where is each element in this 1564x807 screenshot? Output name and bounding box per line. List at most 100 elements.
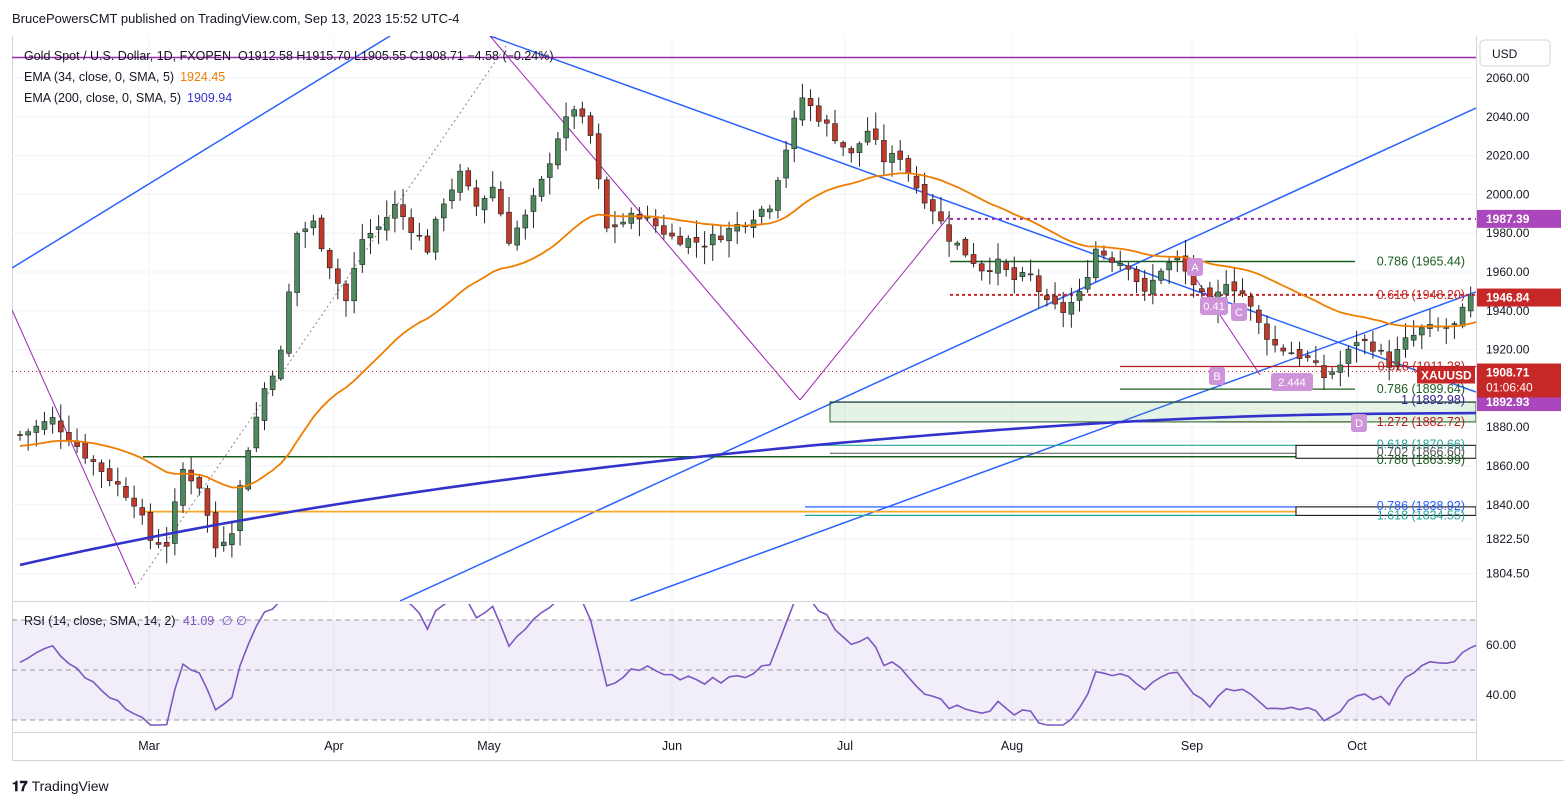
ohlc-readout: O1912.58 H1915.70 L1905.55 C1908.71 −4.5… xyxy=(237,49,554,63)
candle-body xyxy=(172,501,178,544)
ema200-line xyxy=(19,411,1476,567)
candle-body xyxy=(1542,246,1547,249)
candle-body xyxy=(82,442,88,459)
candle-body xyxy=(1533,253,1538,265)
fib-label: 0.786 (1899.64) xyxy=(1377,382,1465,396)
x-tick: Apr xyxy=(324,739,343,753)
pattern-point-label: B xyxy=(1213,371,1220,383)
candle-body xyxy=(579,108,586,117)
candle-body xyxy=(1288,352,1295,355)
candle-body xyxy=(881,140,887,163)
candle-body xyxy=(628,212,635,224)
candle-body xyxy=(1443,327,1450,329)
candle-body xyxy=(766,208,773,213)
pattern-point-bg xyxy=(1231,303,1247,321)
pattern-point-bg xyxy=(1187,258,1203,276)
swing-line xyxy=(12,309,136,586)
candle-body xyxy=(1239,290,1246,294)
candle-body xyxy=(946,224,952,242)
candle-body xyxy=(522,214,529,229)
fib-label: 0.786 (1838.92) xyxy=(1377,499,1465,513)
candle-body xyxy=(139,507,146,516)
candle-body xyxy=(220,541,227,547)
candle-body xyxy=(538,178,545,197)
price-tick: 2020.00 xyxy=(1486,149,1530,163)
tradingview-footer[interactable]: 𝟏𝟕 TradingView xyxy=(12,778,109,795)
candle-body xyxy=(1027,273,1034,276)
candle-body xyxy=(897,150,904,160)
x-tick: Mar xyxy=(138,739,160,753)
candle-body xyxy=(669,232,675,237)
candle-body xyxy=(25,431,31,436)
swing-line-dotted xyxy=(134,39,511,589)
candle-body xyxy=(57,420,64,433)
pattern-point-bg xyxy=(1209,367,1225,385)
candle-body xyxy=(1052,295,1058,305)
ema34-line xyxy=(19,172,1476,489)
candle-body xyxy=(473,187,480,207)
price-tick: 1940.00 xyxy=(1486,304,1530,318)
rsi-label[interactable]: RSI (14, close, SMA, 14, 2) xyxy=(24,614,176,628)
pattern-ratio-label: 0.41 xyxy=(1203,301,1224,313)
candle-body xyxy=(1419,327,1425,336)
candle-body xyxy=(571,109,578,117)
candle-body xyxy=(481,198,488,211)
price-tag-1946: 1946.84 xyxy=(1486,291,1530,305)
candle-body xyxy=(758,208,765,217)
ema34-label[interactable]: EMA (34, close, 0, SMA, 5) xyxy=(24,70,175,84)
symbol-tag-bg xyxy=(1417,366,1475,384)
candle-body xyxy=(359,239,366,265)
ema200-label[interactable]: EMA (200, close, 0, SMA, 5) xyxy=(24,91,182,105)
candle-body xyxy=(978,263,985,272)
candle-body xyxy=(1035,275,1042,293)
candle-body xyxy=(620,221,626,225)
candle-body xyxy=(49,417,56,425)
zone-box-small xyxy=(1295,506,1476,516)
candle-body xyxy=(416,234,423,237)
candle-body xyxy=(286,291,292,354)
candle-body xyxy=(1003,262,1009,270)
candle-body xyxy=(1402,337,1409,350)
trend-line xyxy=(629,291,1476,601)
candle-body xyxy=(913,175,920,189)
candle-body xyxy=(677,235,683,245)
candle-body xyxy=(106,468,113,481)
candle-body xyxy=(848,148,855,154)
candle-body xyxy=(1019,272,1026,277)
candle-body xyxy=(1256,309,1262,323)
candle-body xyxy=(1231,281,1238,292)
price-tick: 1804.50 xyxy=(1486,567,1530,581)
candle-body xyxy=(595,133,602,180)
fib-label: 1.272 (1882.72) xyxy=(1377,415,1465,429)
candle-body xyxy=(294,233,300,293)
candle-body xyxy=(269,375,276,390)
symbol-title[interactable]: Gold Spot / U.S. Dollar, 1D, FXOPEN xyxy=(24,49,232,63)
candle-body xyxy=(343,283,349,302)
candle-body xyxy=(709,234,716,246)
candle-body xyxy=(155,542,162,545)
candle-body xyxy=(938,211,944,222)
fib-label: 0.786 (1965.44) xyxy=(1377,254,1465,268)
candle-body xyxy=(400,204,406,217)
swing-line xyxy=(799,214,951,401)
candle-body xyxy=(1198,288,1205,292)
price-tag-1892: 1892.93 xyxy=(1486,395,1530,409)
candle-body xyxy=(318,217,325,250)
price-tick: 1920.00 xyxy=(1486,343,1530,357)
candle-body xyxy=(465,170,472,187)
price-tag-1892-bg xyxy=(1477,393,1561,412)
candle-body xyxy=(864,130,871,143)
candle-body xyxy=(196,477,203,489)
candle-body xyxy=(807,98,814,107)
candle-body xyxy=(555,138,561,166)
candle-body xyxy=(791,117,798,149)
candle-body xyxy=(1410,334,1417,341)
candle-body xyxy=(815,105,822,122)
candle-body xyxy=(237,485,243,532)
candle-body xyxy=(98,462,105,472)
candle-body xyxy=(1247,296,1254,307)
candle-body xyxy=(440,203,447,219)
publisher-header: BrucePowersCMT published on TradingView.… xyxy=(12,11,460,26)
candle-body xyxy=(1386,351,1392,368)
